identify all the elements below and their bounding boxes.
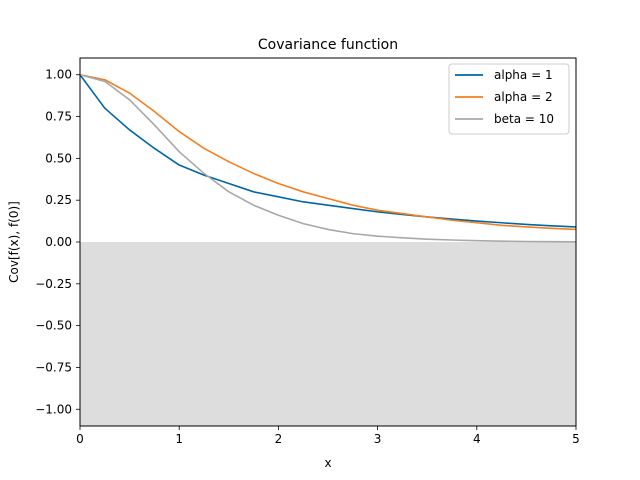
legend-box: [448, 63, 570, 135]
x-tick-label: 2: [275, 432, 283, 446]
y-tick-label: 0.25: [45, 193, 72, 207]
y-tick-label: −0.75: [35, 360, 72, 374]
y-tick-label: 0.00: [45, 235, 72, 249]
legend-label-3: beta = 10: [494, 112, 554, 126]
y-tick-label: 1.00: [45, 68, 72, 82]
y-tick-label: −0.50: [35, 319, 72, 333]
series-line-1: [79, 74, 577, 228]
x-axis-ticks: 0 1 2 3 4 5: [76, 426, 580, 446]
x-tick-label: 1: [175, 432, 183, 446]
series-line-3: [79, 73, 577, 243]
x-tick-label: 3: [374, 432, 382, 446]
y-tick-label: 0.50: [45, 151, 72, 165]
series-layer: [79, 73, 577, 243]
negative-region-shading: [80, 242, 576, 426]
x-axis-label: x: [324, 456, 331, 470]
x-tick-label: 4: [473, 432, 481, 446]
y-tick-label: 0.75: [45, 110, 72, 124]
legend-label-2: alpha = 2: [494, 90, 553, 104]
y-axis-ticks: 1.00 0.75 0.50 0.25 0.00 −0.25 −0.50 −0.75 −1.00: [35, 68, 80, 416]
y-axis-label: Cov[f(x), f(0)]: [7, 201, 21, 283]
y-tick-label: −1.00: [35, 402, 72, 416]
y-tick-label: −0.25: [35, 277, 72, 291]
x-tick-label: 0: [76, 432, 84, 446]
legend: alpha = 1 alpha = 2 beta = 10: [448, 63, 570, 135]
legend-label-1: alpha = 1: [494, 68, 553, 82]
series-line-2: [79, 73, 577, 231]
chart-title: Covariance function: [258, 37, 398, 53]
x-tick-label: 5: [572, 432, 580, 446]
